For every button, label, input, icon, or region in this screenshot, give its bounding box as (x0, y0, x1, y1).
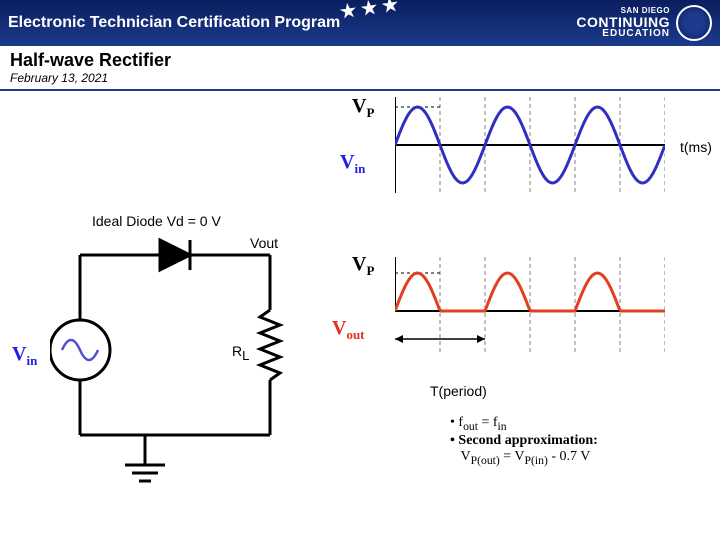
bullets: • fout = fin • Second approximation: VP(… (450, 415, 598, 467)
tms-label: t(ms) (680, 139, 712, 155)
logo-text: SAN DIEGO CONTINUING EDUCATION (576, 7, 670, 39)
bullet-2: • Second approximation: (450, 433, 598, 449)
logo-area: SAN DIEGO CONTINUING EDUCATION (576, 0, 720, 46)
slide-date: February 13, 2021 (0, 71, 720, 91)
vout-waveform (395, 257, 665, 377)
vin-wave-label: Vin (340, 151, 365, 177)
program-title: Electronic Technician Certification Prog… (8, 14, 340, 32)
bullet-1: • fout = fin (450, 415, 598, 433)
tperiod-label: T(period) (430, 383, 487, 399)
header-bar: Electronic Technician Certification Prog… (0, 0, 720, 46)
vp-label-1: VP (352, 95, 374, 121)
vin-circuit-label: Vin (12, 343, 37, 369)
circuit-diagram (50, 235, 300, 515)
bullet-3: VP(out) = VP(in) - 0.7 V (450, 449, 598, 467)
content-area: Ideal Diode Vd = 0 V Vout RL Vin (0, 95, 720, 555)
vp-label-2: VP (352, 253, 374, 279)
vout-wave-label: Vout (332, 317, 365, 343)
ideal-diode-label: Ideal Diode Vd = 0 V (92, 213, 221, 229)
slide-title: Half-wave Rectifier (0, 46, 720, 71)
vin-waveform (395, 97, 665, 193)
star-decor: ★ ★ ★ (339, 0, 400, 23)
seal-icon (676, 5, 712, 41)
